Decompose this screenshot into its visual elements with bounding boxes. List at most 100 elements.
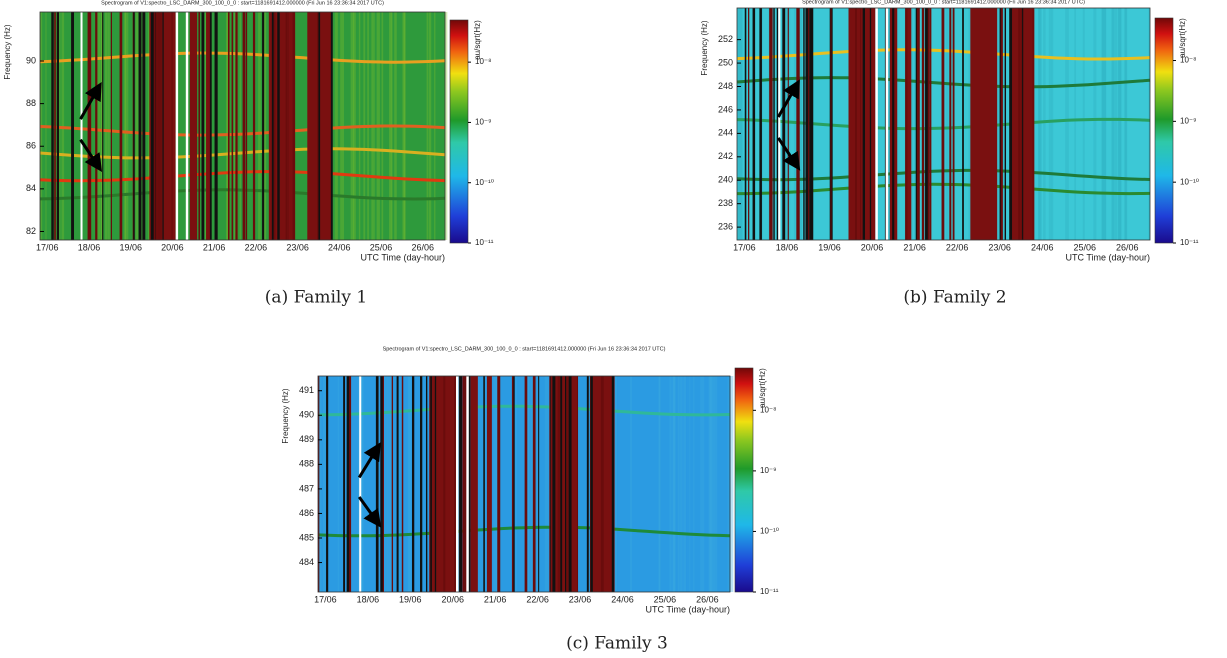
spectrogram-background — [318, 376, 730, 592]
glitch-stripe — [744, 8, 747, 240]
glitch-stripe — [434, 376, 437, 592]
texture — [383, 376, 388, 592]
glitch-stripe — [227, 12, 230, 240]
texture — [1102, 8, 1107, 240]
colorbar — [449, 19, 469, 244]
texture — [1112, 8, 1114, 240]
glitch-stripe — [949, 8, 952, 240]
x-tick-label: 18/06 — [78, 242, 101, 252]
texture — [544, 376, 549, 592]
texture — [1124, 8, 1127, 240]
spectral-line — [39, 188, 446, 201]
texture — [738, 8, 742, 240]
glitch-stripe — [142, 12, 146, 240]
texture — [913, 8, 916, 240]
arrow — [776, 79, 800, 118]
texture — [527, 376, 530, 592]
glitch-stripe — [782, 8, 786, 240]
colorbar-tick-label: 10⁻⁸ — [1180, 56, 1197, 65]
x-tick-label: 22/06 — [946, 242, 969, 252]
glitch-stripe — [497, 376, 501, 592]
glitch-stripe — [285, 12, 288, 240]
y-tick-label: 490 — [299, 410, 314, 420]
x-axis-label: UTC Time (day-hour) — [1065, 252, 1150, 262]
glitch-stripe — [929, 8, 932, 240]
dropout-band — [206, 12, 211, 240]
glitch-stripe — [459, 376, 463, 592]
colorbar-tick-label: 10⁻¹⁰ — [475, 178, 494, 187]
glitch-stripe — [375, 376, 378, 592]
glitch-stripe — [469, 376, 471, 592]
arrow — [357, 442, 381, 479]
texture — [693, 376, 695, 592]
glitch-stripe — [532, 376, 536, 592]
x-tick-label: 18/06 — [357, 594, 380, 604]
texture — [531, 376, 534, 592]
glitch-stripe — [803, 8, 805, 240]
texture — [708, 376, 712, 592]
y-axis-label: Frequency (Hz) — [3, 24, 12, 79]
y-tick-label: 236 — [718, 221, 733, 231]
gap — [185, 12, 189, 240]
glitch-stripe — [586, 376, 589, 592]
glitch-stripe — [600, 376, 604, 592]
texture — [124, 12, 127, 240]
glitch-stripe — [1000, 8, 1003, 240]
glitch-stripe — [483, 376, 485, 592]
y-tick-label: 238 — [718, 198, 733, 208]
gap — [875, 8, 878, 240]
glitch-stripe — [396, 376, 399, 592]
x-tick-label: 19/06 — [119, 242, 142, 252]
texture — [226, 12, 230, 240]
x-axis-label: UTC Time (day-hour) — [645, 604, 730, 614]
glitch-stripe — [1020, 8, 1024, 240]
texture — [239, 12, 241, 240]
texture — [709, 376, 711, 592]
texture — [262, 12, 267, 240]
texture — [1038, 8, 1042, 240]
panel: Spectrogram of V1:spectro_LSC_DARM_300_1… — [700, 0, 1199, 308]
glitch-stripe — [71, 12, 75, 240]
glitch-stripe — [552, 376, 556, 592]
texture — [361, 376, 364, 592]
glitch-stripe — [51, 12, 54, 240]
colorbar-tick-label: 10⁻¹⁰ — [1180, 177, 1199, 186]
glitch-stripe — [787, 8, 789, 240]
glitch-stripe — [346, 376, 350, 592]
x-tick-label: 22/06 — [245, 242, 268, 252]
texture — [318, 376, 322, 592]
glitch-stripe — [769, 8, 773, 240]
texture — [1102, 8, 1106, 240]
x-tick-label: 17/06 — [314, 594, 337, 604]
glitch-stripe — [577, 376, 579, 592]
texture — [673, 376, 676, 592]
glitch-stripe — [242, 12, 246, 240]
x-tick-label: 25/06 — [1073, 242, 1096, 252]
texture — [727, 376, 731, 592]
caption: (a) Family 1 — [265, 288, 367, 308]
texture — [493, 376, 497, 592]
texture — [729, 376, 734, 592]
glitch-stripe — [810, 8, 814, 240]
spectral-line — [39, 51, 446, 64]
glitch-stripe — [343, 376, 346, 592]
x-tick-label: 21/06 — [903, 242, 926, 252]
texture — [98, 12, 101, 240]
glitch-stripe — [1032, 8, 1034, 240]
x-tick-label: 26/06 — [411, 242, 434, 252]
texture — [336, 12, 338, 240]
y-tick-label: 489 — [299, 434, 314, 444]
texture — [710, 376, 714, 592]
y-tick-label: 240 — [718, 175, 733, 185]
y-tick-label: 248 — [718, 81, 733, 91]
y-tick-label: 486 — [299, 508, 314, 518]
glitch-stripe — [916, 8, 920, 240]
colorbar — [1154, 17, 1174, 244]
plot-frame — [317, 375, 731, 593]
glitch-stripe — [54, 12, 56, 240]
texture — [761, 8, 764, 240]
texture — [104, 12, 108, 240]
texture — [658, 376, 661, 592]
glitch-stripe — [809, 8, 812, 240]
gap — [456, 376, 459, 592]
